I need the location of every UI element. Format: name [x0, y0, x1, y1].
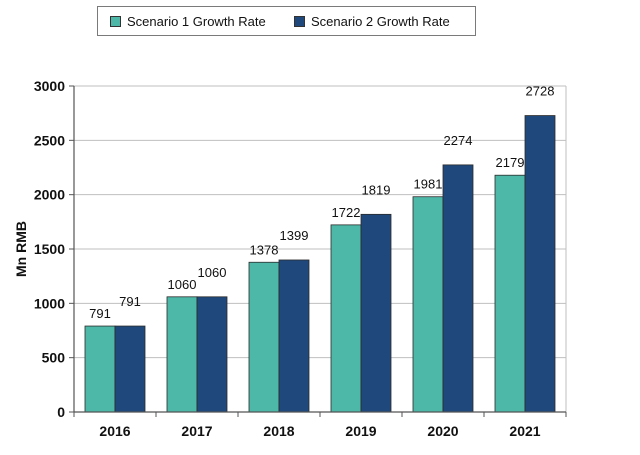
data-label-scenario-2-2020: 2274	[444, 133, 473, 148]
data-label-scenario-1-2016: 791	[89, 306, 111, 321]
x-tick-label-2016: 2016	[99, 423, 130, 439]
legend-item-scenario-2: Scenario 2 Growth Rate	[294, 7, 450, 35]
x-tick-label-2017: 2017	[181, 423, 212, 439]
y-tick-label: 2500	[34, 132, 65, 148]
bar-scenario-1-2017	[166, 296, 198, 413]
bar-scenario-2-2020	[442, 164, 474, 413]
data-label-scenario-2-2019: 1819	[362, 182, 391, 197]
legend-label-scenario-2: Scenario 2 Growth Rate	[311, 13, 450, 29]
axes: 0 500 1000 1500 2000 2500 3000 2016 2017 2018 2019…	[34, 78, 567, 439]
bar-scenario-1-2020	[412, 196, 444, 413]
data-label-scenario-1-2020: 1981	[414, 177, 443, 192]
data-label-scenario-1-2021: 2179	[496, 155, 525, 170]
x-tick-label-2020: 2020	[427, 423, 458, 439]
y-tick-label: 1500	[34, 241, 65, 257]
x-tick-label-2019: 2019	[345, 423, 376, 439]
data-label-scenario-1-2019: 1722	[332, 205, 361, 220]
y-tick-label: 500	[42, 350, 66, 366]
legend-swatch-scenario-1	[110, 15, 121, 27]
bar-scenario-1-2021	[494, 174, 526, 413]
y-tick-label: 2000	[34, 187, 65, 203]
bar-scenario-2-2019	[360, 213, 392, 413]
bar-scenario-2-2016	[114, 325, 146, 413]
legend-label-scenario-1: Scenario 1 Growth Rate	[127, 13, 266, 29]
data-label-scenario-2-2016: 791	[119, 294, 141, 309]
bar-scenario-2-2017	[196, 296, 228, 413]
bar-scenario-2-2021	[524, 115, 556, 413]
y-tick-label: 1000	[34, 295, 65, 311]
y-axis-label: Mn RMB	[13, 221, 29, 277]
bar-scenario-2-2018	[278, 259, 310, 413]
grid-lines	[74, 85, 567, 412]
data-label-scenario-1-2018: 1378	[250, 242, 279, 257]
data-label-scenario-2-2017: 1060	[198, 265, 227, 280]
x-tick-label-2018: 2018	[263, 423, 294, 439]
bar-scenario-1-2016	[84, 325, 116, 413]
legend-swatch-scenario-2	[294, 15, 305, 27]
x-tick-label-2021: 2021	[509, 423, 540, 439]
chart-legend: Scenario 1 Growth Rate Scenario 2 Growth…	[97, 6, 476, 36]
data-label-scenario-1-2017: 1060	[168, 277, 197, 292]
y-tick-label: 0	[57, 404, 65, 420]
legend-item-scenario-1: Scenario 1 Growth Rate	[110, 7, 266, 35]
data-label-scenario-2-2018: 1399	[280, 228, 309, 243]
bar-scenario-1-2019	[330, 224, 362, 413]
bars	[84, 115, 556, 413]
bar-scenario-1-2018	[248, 261, 280, 413]
y-tick-label: 3000	[34, 78, 65, 94]
data-label-scenario-2-2021: 2728	[526, 84, 555, 99]
